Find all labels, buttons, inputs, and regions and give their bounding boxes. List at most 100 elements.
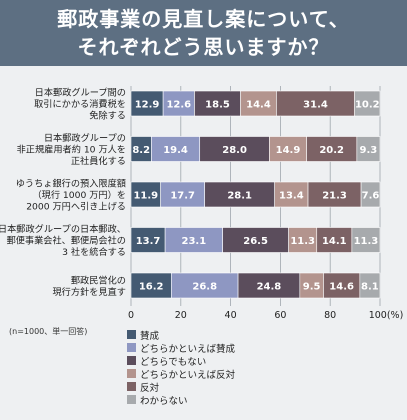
data-label: 26.5 [243, 236, 268, 247]
data-label: 24.8 [257, 282, 282, 293]
data-label: 9.5 [303, 282, 321, 293]
category-label: 取引にかかる消費税を [34, 98, 126, 110]
bar-segment [354, 90, 381, 117]
data-label: 31.4 [303, 100, 328, 111]
sample-size-note: (n=1000、単一回答) [9, 327, 88, 336]
bar-segment [274, 181, 309, 208]
data-label: 10.2 [355, 100, 380, 111]
x-tick-label: 20 [175, 310, 187, 321]
bar-segment [237, 272, 301, 299]
data-label: 28.0 [222, 145, 247, 156]
data-label: 12.6 [166, 100, 191, 111]
bar-segment [160, 181, 206, 208]
legend-label: どちらでもない [140, 356, 207, 368]
bar-segment [171, 272, 239, 299]
data-label: 16.2 [139, 282, 164, 293]
bar-segment [269, 136, 307, 162]
bar-segment [151, 136, 201, 162]
legend-item: どちらでもない [127, 354, 235, 368]
chart-title-line-1: 郵政事業の見直し案について、 [57, 7, 350, 31]
category-label: 郵便事業会社、郵便局会社の [7, 235, 126, 247]
legend: 賛成 どちらかといえば賛成 どちらでもない どちらかといえば反対 反対 わからな… [127, 328, 236, 407]
bar-segment [288, 227, 318, 253]
legend-label: どちらかといえば賛成 [140, 343, 236, 355]
bar-segment [194, 90, 241, 117]
bar-segment [130, 90, 164, 117]
legend-label: 賛成 [140, 330, 160, 342]
bar-segment [360, 181, 381, 208]
bar-segment [356, 136, 381, 162]
legend-item: 賛成 [127, 328, 235, 342]
category-label: 郵政民営化の [71, 274, 126, 286]
bar-segment [276, 90, 355, 117]
data-label: 8.1 [361, 282, 379, 293]
bar-segment [164, 227, 223, 253]
x-tick-label: 0 [128, 310, 134, 321]
bar-segment [222, 227, 289, 253]
data-label: 13.4 [279, 191, 304, 202]
legend-label: どちらかといえば反対 [140, 369, 236, 381]
legend-item: わからない [127, 393, 235, 407]
bar-segment [130, 181, 161, 208]
data-label: 17.7 [170, 191, 195, 202]
data-label: 21.3 [322, 191, 347, 202]
title-band: 郵政事業の見直し案について、 それぞれどう思いますか？ [0, 0, 407, 66]
category-label: 現行方針を見直す [53, 286, 127, 298]
data-label: 8.2 [132, 145, 150, 156]
data-label: 26.8 [192, 282, 217, 293]
data-label: 13.7 [136, 236, 161, 247]
data-label: 7.6 [362, 191, 380, 202]
legend-swatch [127, 395, 136, 404]
x-tick-label: 60 [274, 310, 286, 321]
legend-label: 反対 [140, 382, 160, 394]
category-label: 3 社を統合する [62, 246, 126, 258]
data-label: 18.5 [205, 100, 230, 111]
category-label: 2000 万円へ引き上げる [26, 202, 126, 213]
data-label: 28.1 [227, 191, 252, 202]
bar-segment [204, 181, 275, 208]
category-label: 非正規雇用者約 10 万人を [17, 144, 126, 156]
data-label: 14.4 [246, 100, 271, 111]
data-label: 11.3 [354, 236, 379, 247]
bar-segment [359, 272, 381, 299]
bar-segment [351, 227, 381, 253]
bar-segment [199, 136, 270, 162]
legend-item: どちらかといえば反対 [127, 367, 236, 381]
bar-segment [307, 181, 362, 208]
category-label: 日本郵政グループの [44, 132, 126, 144]
data-label: 19.4 [163, 145, 188, 156]
x-tick-label: 100(%) [369, 310, 404, 321]
data-label: 23.1 [182, 236, 207, 247]
legend-item: 反対 [127, 380, 235, 394]
legend-swatch [127, 330, 136, 339]
legend-swatch [127, 382, 136, 391]
bar-segment [240, 90, 277, 117]
bar-segment [316, 227, 353, 253]
x-tick-label: 40 [225, 310, 237, 321]
data-label: 20.2 [319, 145, 344, 156]
chart-title-line-2: それぞれどう思いますか？ [77, 35, 330, 59]
category-label: 日本郵政グループ間の [35, 87, 126, 99]
bar-segment [130, 227, 166, 253]
data-label: 11.9 [133, 191, 158, 202]
data-label: 11.3 [290, 236, 315, 247]
category-label: 日本郵政グループの日本郵政、 [0, 223, 126, 235]
x-tick-label: 80 [324, 310, 336, 321]
legend-label: わからない [140, 395, 188, 407]
legend-item: どちらかといえば賛成 [127, 341, 236, 355]
legend-swatch [127, 369, 136, 378]
bar-segment [130, 272, 172, 299]
data-label: 9.3 [360, 145, 378, 156]
legend-swatch [127, 343, 136, 352]
bar-segment [323, 272, 361, 299]
category-label: ゆうちょ銀行の預入限度額 [16, 178, 126, 190]
data-label: 14.1 [322, 236, 347, 247]
category-label: 正社員化する [71, 155, 126, 167]
category-label: （現行 1000 万円）を [32, 189, 126, 201]
data-label: 12.9 [135, 100, 160, 111]
data-label: 14.9 [276, 145, 301, 156]
legend-swatch [127, 356, 136, 365]
category-label: 免除する [89, 110, 126, 122]
bar-segment [162, 90, 195, 117]
